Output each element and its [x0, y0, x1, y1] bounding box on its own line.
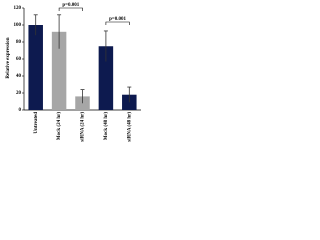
annotation: p=0.001	[109, 17, 126, 22]
x-tick-label: Mock (48 hr)	[104, 112, 109, 140]
bar	[51, 31, 67, 110]
y-tick-label: 20	[16, 91, 22, 96]
y-axis-label: Relative expression	[6, 37, 11, 78]
y-tick-label: 40	[16, 74, 22, 79]
x-tick-label: siRNA (48 hr)	[127, 112, 132, 142]
y-tick-label: 0	[19, 108, 22, 113]
bar	[28, 25, 43, 110]
significance-bracket	[105, 21, 130, 25]
x-tick-label: siRNA (24 hr)	[81, 112, 86, 142]
bar	[98, 46, 114, 110]
x-tick-label: Mock (24 hr)	[57, 112, 62, 140]
x-tick-label: Untreated	[34, 112, 39, 134]
annotation: p=0.001	[62, 3, 79, 8]
y-tick-label: 60	[16, 57, 22, 62]
y-tick-label: 80	[16, 40, 22, 45]
y-tick-label: 100	[14, 23, 22, 28]
chart: Relative expression 0 20 40 60 80 100 120 Untre…	[6, 3, 141, 142]
significance-bracket	[58, 7, 83, 11]
y-tick-label: 120	[14, 6, 22, 11]
